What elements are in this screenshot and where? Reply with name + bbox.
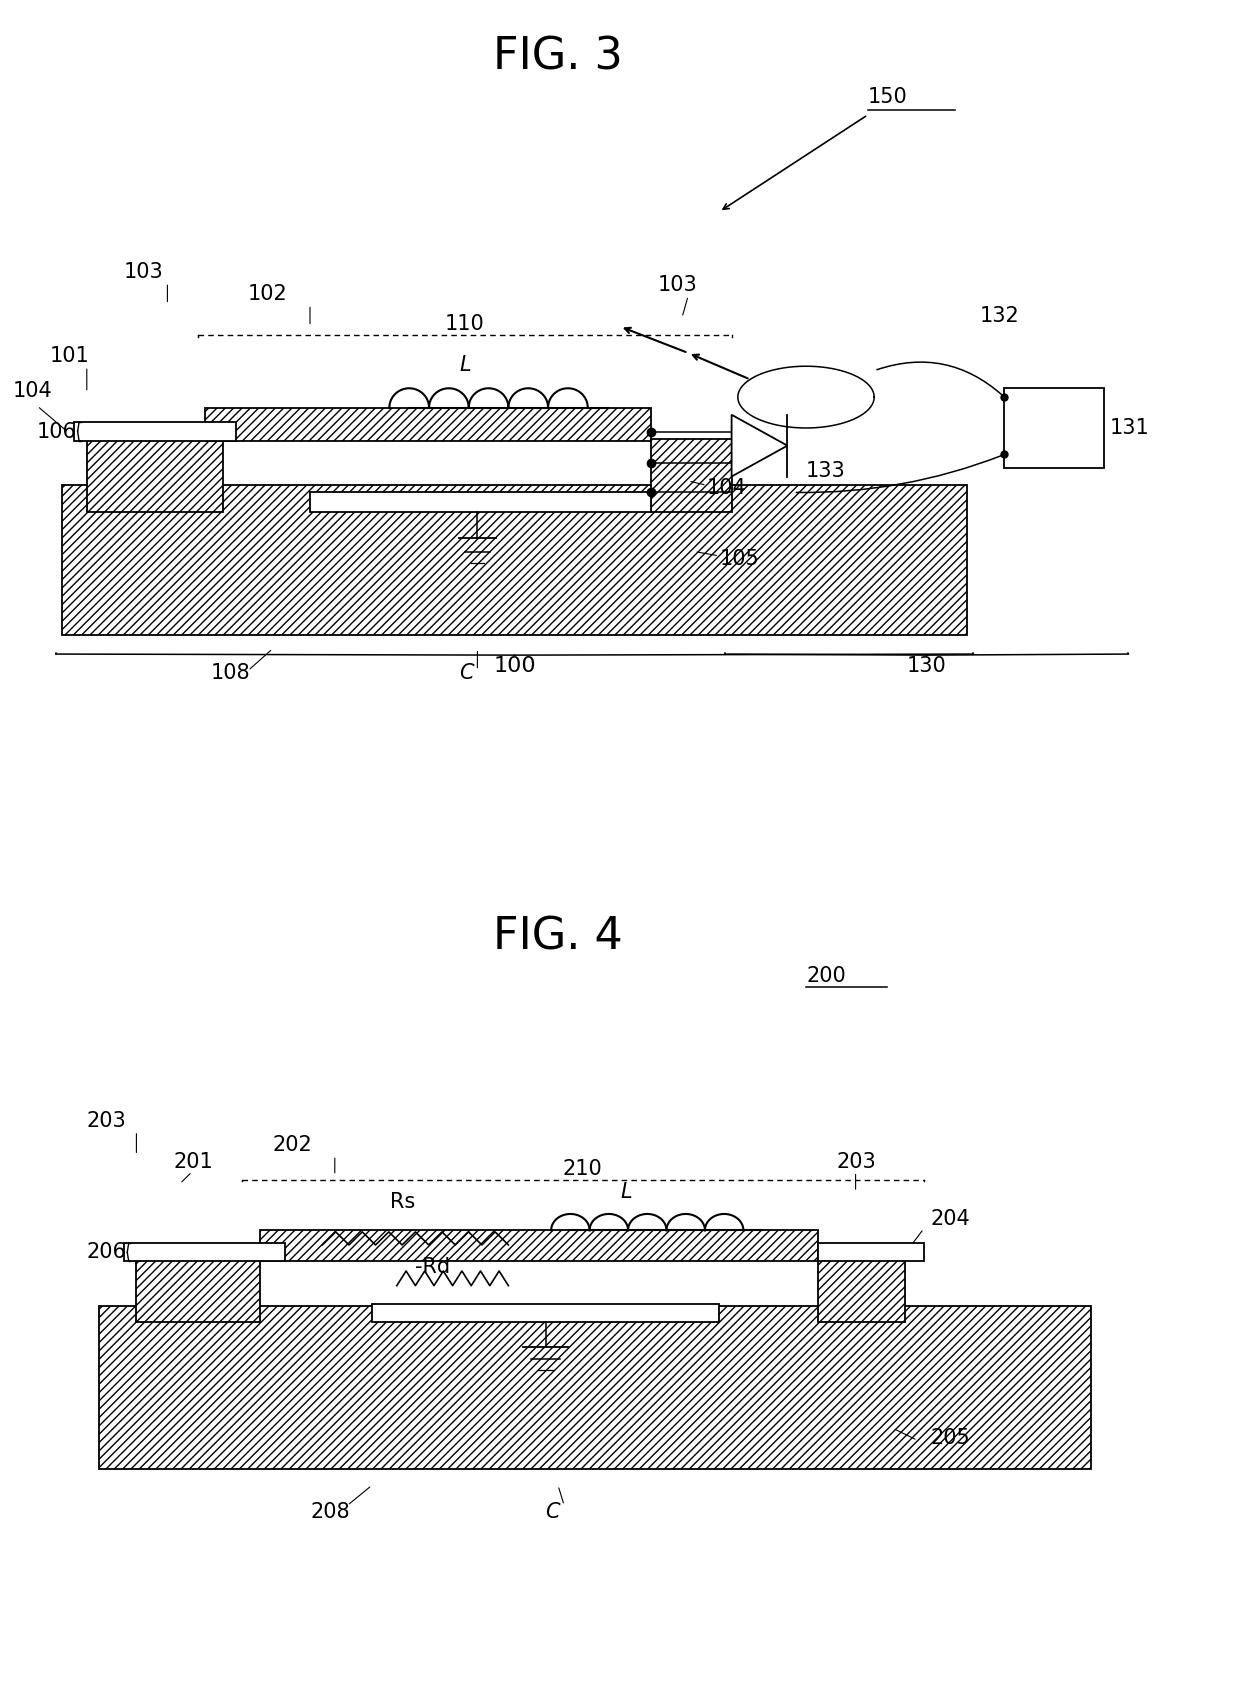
Bar bbox=[205, 407, 651, 441]
Text: 132: 132 bbox=[980, 305, 1019, 326]
Text: 103: 103 bbox=[124, 261, 164, 282]
Text: 103: 103 bbox=[657, 275, 697, 295]
Text: 102: 102 bbox=[248, 283, 288, 304]
Text: 208: 208 bbox=[310, 1502, 350, 1522]
Bar bbox=[136, 1252, 260, 1322]
Text: 203: 203 bbox=[837, 1152, 877, 1171]
Text: 150: 150 bbox=[868, 87, 908, 107]
Text: 110: 110 bbox=[445, 314, 485, 334]
Text: -Rd: -Rd bbox=[415, 1257, 450, 1276]
Text: 105: 105 bbox=[719, 548, 759, 568]
Text: Rs: Rs bbox=[391, 1193, 415, 1212]
Polygon shape bbox=[732, 414, 787, 477]
Bar bbox=[372, 1305, 719, 1322]
Text: 201: 201 bbox=[174, 1152, 213, 1171]
Bar bbox=[74, 423, 236, 441]
Text: 108: 108 bbox=[211, 664, 250, 684]
Text: 101: 101 bbox=[50, 346, 89, 367]
Bar bbox=[310, 492, 651, 512]
Text: 130: 130 bbox=[906, 655, 947, 675]
Text: FIG. 4: FIG. 4 bbox=[494, 915, 622, 959]
Bar bbox=[818, 1259, 905, 1322]
Bar bbox=[1004, 389, 1104, 468]
Bar bbox=[62, 485, 967, 635]
Text: 204: 204 bbox=[930, 1208, 970, 1229]
Bar bbox=[124, 1244, 285, 1261]
Text: 104: 104 bbox=[12, 382, 52, 400]
Text: 205: 205 bbox=[930, 1429, 970, 1449]
Bar bbox=[99, 1307, 1091, 1470]
Text: 203: 203 bbox=[87, 1112, 126, 1130]
Text: C: C bbox=[546, 1502, 560, 1522]
Bar bbox=[651, 440, 732, 512]
Text: L: L bbox=[459, 355, 471, 375]
Text: 133: 133 bbox=[806, 460, 846, 480]
Text: 200: 200 bbox=[806, 966, 846, 986]
Text: 210: 210 bbox=[563, 1159, 603, 1179]
Text: C: C bbox=[459, 664, 474, 684]
Text: 206: 206 bbox=[87, 1242, 126, 1263]
Bar bbox=[818, 1244, 924, 1261]
Text: 104: 104 bbox=[707, 479, 746, 499]
Text: 100: 100 bbox=[494, 655, 536, 675]
Text: L: L bbox=[620, 1181, 632, 1201]
Bar bbox=[87, 433, 223, 512]
Bar bbox=[260, 1230, 818, 1261]
Text: 131: 131 bbox=[1110, 417, 1149, 438]
Text: 106: 106 bbox=[37, 421, 77, 441]
Text: 202: 202 bbox=[273, 1135, 312, 1156]
Text: FIG. 3: FIG. 3 bbox=[494, 36, 622, 78]
